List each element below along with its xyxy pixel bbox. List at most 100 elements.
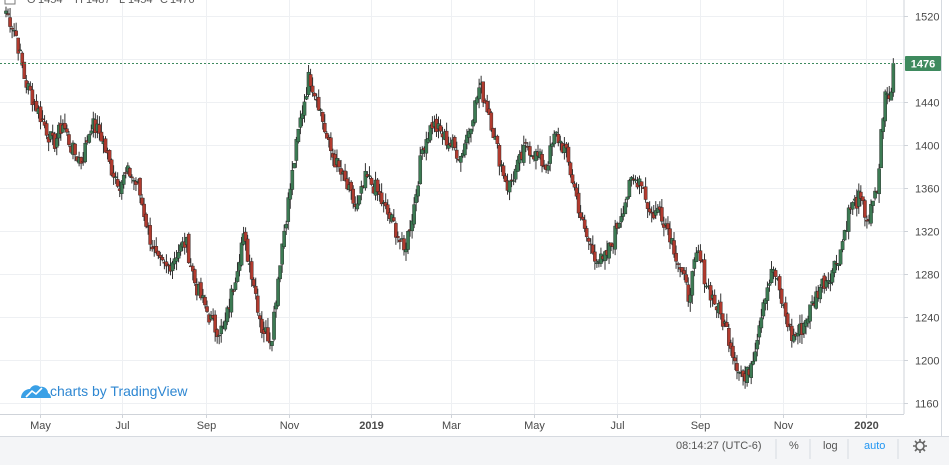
candle-up <box>621 213 626 217</box>
candle-up <box>885 93 890 95</box>
candle-down <box>103 138 108 153</box>
low-label: L <box>119 0 125 6</box>
candle-down <box>123 172 128 174</box>
candle-up <box>550 143 555 147</box>
candle-down <box>489 112 494 131</box>
candle-down <box>712 294 717 305</box>
candle-up <box>828 282 833 285</box>
candle-down <box>720 313 725 327</box>
candle-up <box>507 180 512 193</box>
candle-down <box>44 123 49 136</box>
candle-down <box>160 256 165 261</box>
price-tick-label: 1320 <box>915 227 939 239</box>
candle-up <box>840 241 845 250</box>
candle-down <box>10 28 14 30</box>
candle-down <box>698 250 703 261</box>
candle-up <box>879 129 883 169</box>
legend-toggle-icon[interactable] <box>4 0 16 5</box>
time-axis[interactable]: May Jul Sep Nov 2019 Mar May Jul Sep Nov 2020 <box>30 414 879 432</box>
candle-down <box>310 85 315 93</box>
log-toggle[interactable]: log <box>823 440 838 452</box>
candle-up <box>625 196 630 200</box>
high-value: 1487 <box>86 0 110 6</box>
candle-down <box>572 183 577 188</box>
candle-down <box>444 130 449 146</box>
candle-down <box>783 302 788 317</box>
candle-down <box>639 181 644 187</box>
candle-down <box>861 196 865 201</box>
time-tick-label: 2020 <box>854 420 878 432</box>
candle-down <box>322 123 327 133</box>
candle-down <box>524 142 528 144</box>
candle-up <box>278 265 282 280</box>
tradingview-watermark[interactable]: charts by TradingView <box>21 383 188 399</box>
settings-gear-icon[interactable] <box>913 439 927 453</box>
open-label: O <box>27 0 36 6</box>
candle-down <box>452 137 457 149</box>
candle-down <box>107 150 112 162</box>
candle-down <box>213 314 217 333</box>
candle-down <box>501 165 506 177</box>
candle-down <box>144 213 148 227</box>
candle-up <box>889 91 894 101</box>
candle-up <box>613 225 617 250</box>
candle-down <box>28 85 33 91</box>
candle-down <box>73 143 77 155</box>
candle-down <box>394 223 398 238</box>
candle-up <box>627 180 632 197</box>
candle-up <box>113 176 118 178</box>
price-tick-label: 1200 <box>915 356 939 368</box>
candle-down <box>316 96 321 111</box>
candle-down <box>785 313 790 328</box>
candle-up <box>404 249 408 253</box>
candle-down <box>735 363 739 372</box>
candle-up <box>223 320 228 330</box>
candle-down <box>859 191 863 199</box>
time-tick-label: May <box>524 420 545 432</box>
price-axis[interactable]: 1160120012401280132013601400144014801520 <box>904 12 939 411</box>
candle-down <box>725 322 729 327</box>
candle-down <box>253 285 258 294</box>
candle-up <box>294 139 299 161</box>
auto-toggle[interactable]: auto <box>864 440 885 452</box>
candle-up <box>554 131 559 134</box>
candle-down <box>6 13 10 15</box>
candle-up <box>219 325 224 335</box>
candle-down <box>779 288 784 304</box>
price-tick-label: 1520 <box>915 12 939 24</box>
time-tick-label: 2019 <box>359 420 383 432</box>
candle-down <box>643 186 648 200</box>
candle-down <box>727 327 731 346</box>
candle-down <box>266 327 270 342</box>
candle-up <box>761 302 766 317</box>
candle-up <box>318 109 323 111</box>
candle-up <box>826 280 831 283</box>
candle-up <box>176 252 181 259</box>
time-tick-label: Nov <box>774 420 794 432</box>
candle-up <box>749 363 753 378</box>
time-tick-label: Sep <box>197 420 217 432</box>
candle-down <box>668 228 672 243</box>
candle-up <box>424 139 429 154</box>
candle-up <box>363 171 368 189</box>
candle-down <box>320 111 325 122</box>
candle-down <box>375 179 380 193</box>
percent-toggle[interactable]: % <box>789 440 799 452</box>
candle-down <box>186 233 191 263</box>
candle-up <box>513 168 518 180</box>
candle-down <box>128 167 132 177</box>
candle-down <box>20 52 25 66</box>
candle-down <box>30 89 35 106</box>
candle-down <box>255 295 260 313</box>
candle-up <box>883 91 888 122</box>
candle-up <box>217 334 222 337</box>
candle-up <box>759 317 764 329</box>
candle-up <box>272 311 276 340</box>
candle-up <box>280 243 284 265</box>
candle-down <box>142 203 146 218</box>
candle-down <box>731 345 735 358</box>
candle-up <box>755 339 760 350</box>
high-label: H <box>75 0 83 6</box>
candle-down <box>584 228 589 238</box>
